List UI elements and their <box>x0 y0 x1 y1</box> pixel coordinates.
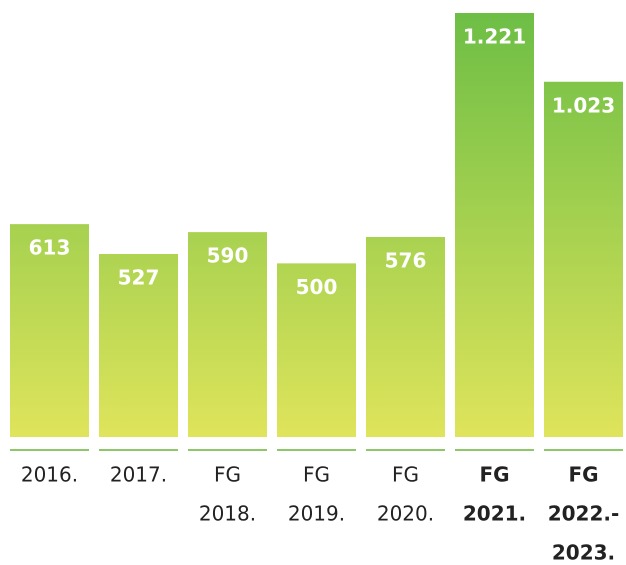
x-tick-label: FG <box>568 463 598 487</box>
x-tick-label: FG <box>303 463 330 487</box>
value-label: 613 <box>29 236 71 260</box>
x-tick-label: FG <box>392 463 419 487</box>
bar <box>455 13 534 437</box>
x-tick-label: 2020. <box>377 502 434 526</box>
x-tick-label: FG <box>479 463 509 487</box>
x-tick-label: 2018. <box>199 502 256 526</box>
value-label: 500 <box>296 275 338 299</box>
bar <box>99 253 178 437</box>
value-label: 576 <box>385 248 427 272</box>
value-label: 1.023 <box>552 93 615 117</box>
x-tick-label: FG <box>214 463 241 487</box>
x-tick-label: 2019. <box>288 502 345 526</box>
bar <box>277 263 356 437</box>
x-tick-label: 2023. <box>552 541 615 562</box>
x-tick-label: 2017. <box>110 463 167 487</box>
value-label: 1.221 <box>463 25 526 49</box>
value-label: 590 <box>207 244 249 268</box>
bar <box>544 81 623 437</box>
bar <box>188 232 267 437</box>
x-tick-label: 2016. <box>21 463 78 487</box>
value-label: 527 <box>118 265 160 289</box>
x-tick-label: 2022.- <box>548 502 620 526</box>
bar <box>366 236 445 437</box>
bar <box>10 224 89 437</box>
x-tick-label: 2021. <box>463 502 526 526</box>
